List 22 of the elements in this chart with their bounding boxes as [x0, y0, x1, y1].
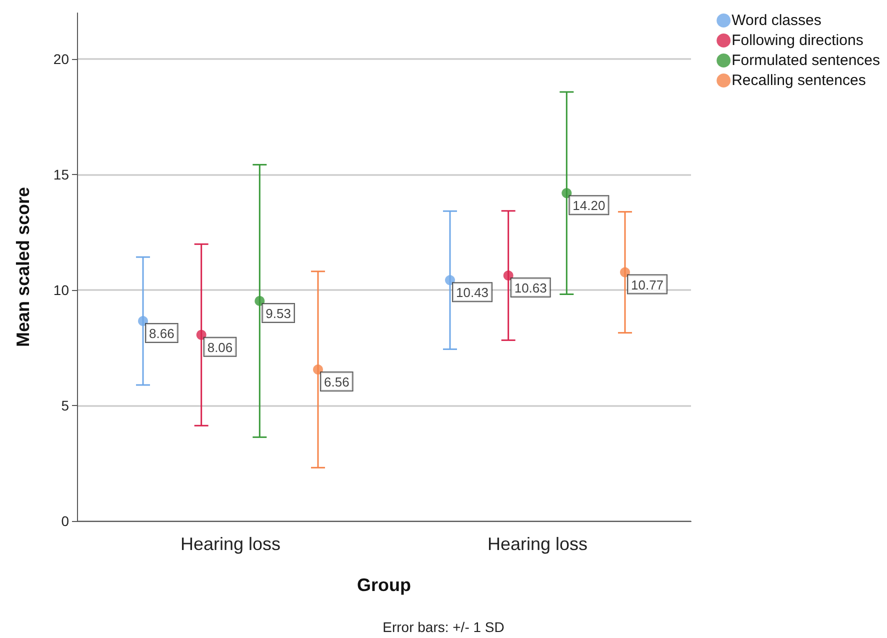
- data-label: 8.66: [149, 326, 174, 342]
- data-label: 10.43: [456, 285, 489, 300]
- legend-label: Word classes: [732, 12, 822, 29]
- y-tick-label: 15: [53, 166, 70, 183]
- x-tick-label: Hearing loss: [487, 534, 588, 554]
- data-label: 10.63: [514, 280, 547, 296]
- x-axis-title: Group: [357, 575, 411, 595]
- data-label: 9.53: [266, 306, 291, 321]
- legend-label: Following directions: [732, 32, 864, 49]
- data-label: 14.20: [572, 198, 606, 214]
- y-tick-label: 20: [53, 51, 70, 68]
- y-tick-label: 10: [53, 282, 70, 298]
- data-label: 10.77: [630, 277, 664, 292]
- data-label: 8.06: [207, 340, 233, 355]
- legend-label: Formulated sentences: [732, 52, 880, 69]
- legend-label: Recalling sentences: [732, 72, 866, 89]
- y-axis-title: Mean scaled score: [13, 186, 33, 348]
- data-label: 6.56: [324, 374, 350, 390]
- y-tick-label: 5: [61, 398, 70, 414]
- text: Error bars: +/- 1 SD: [382, 619, 504, 635]
- x-tick-label: Hearing loss: [180, 534, 281, 554]
- y-tick-label: 0: [61, 513, 70, 529]
